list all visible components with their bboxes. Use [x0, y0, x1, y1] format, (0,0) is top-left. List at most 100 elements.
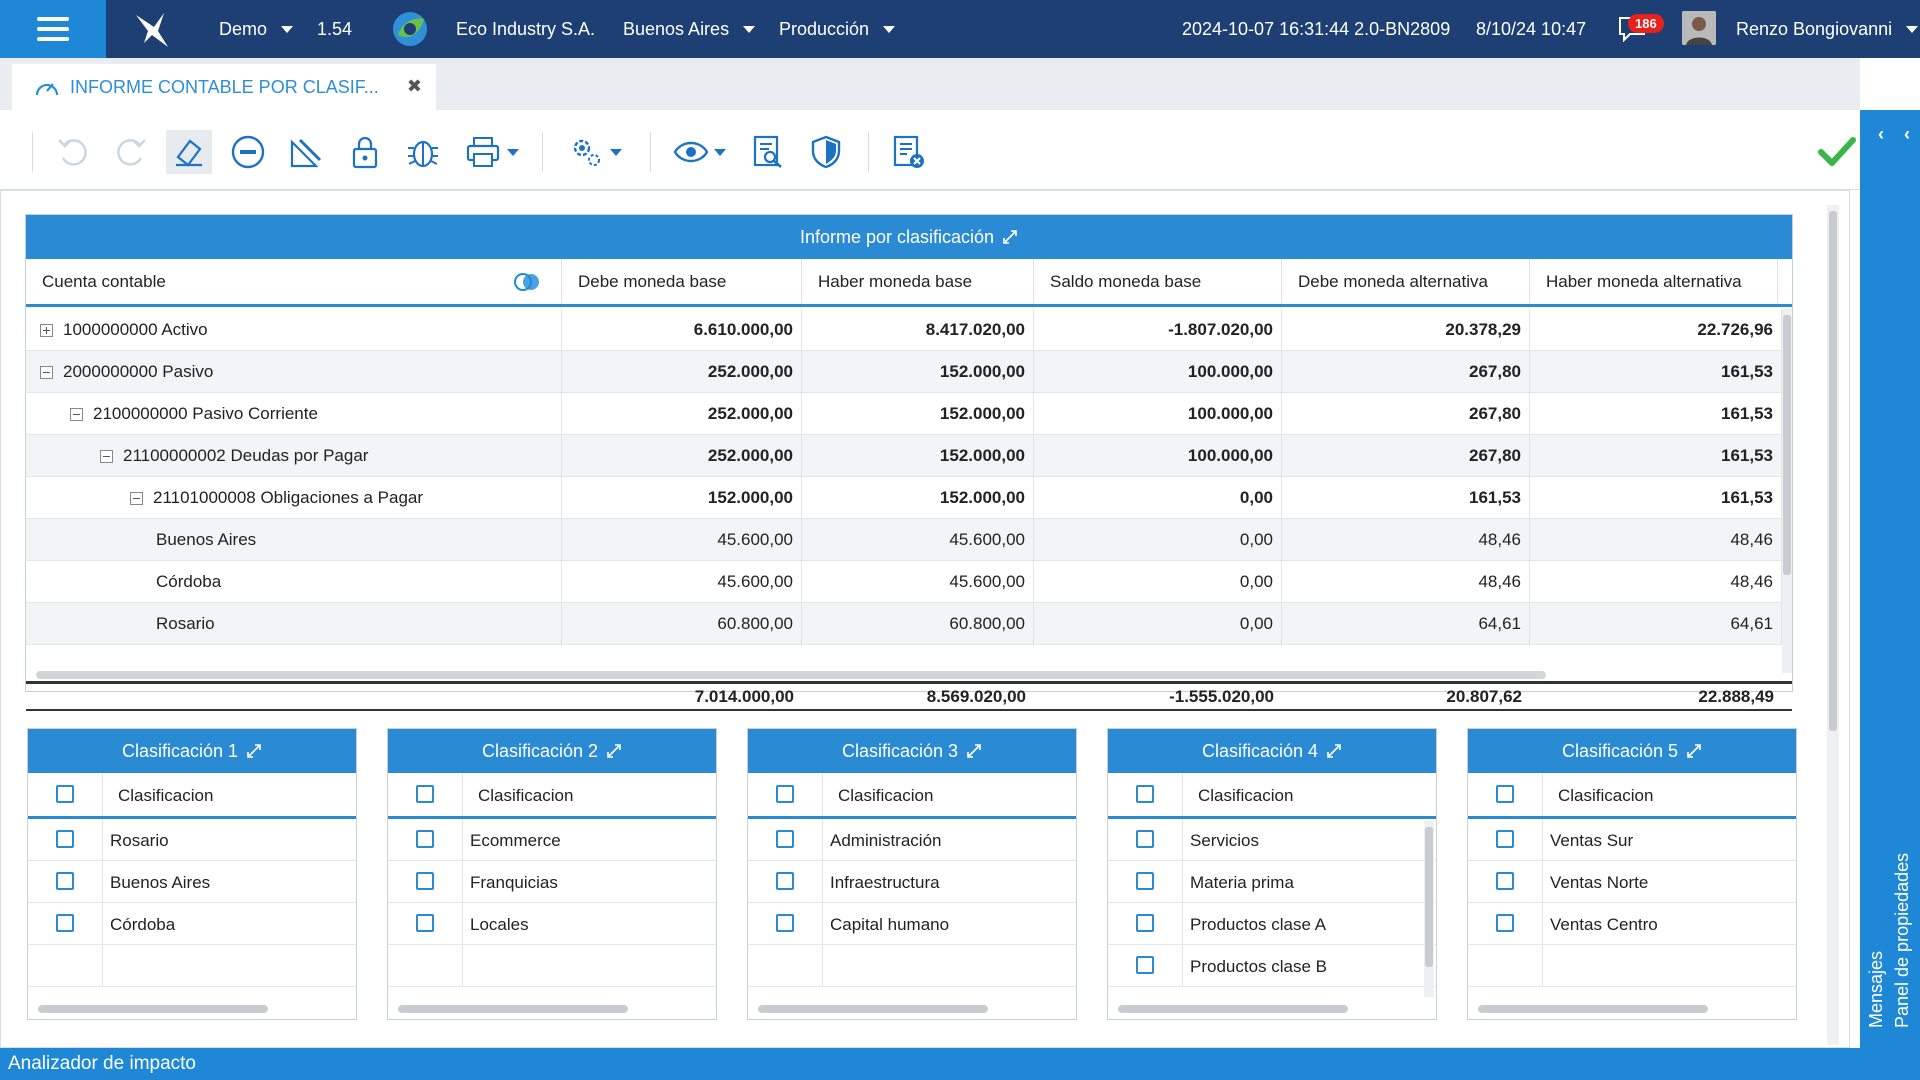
table-row[interactable]: Buenos Aires 45.600,00 45.600,00 0,00 48,46 4…	[26, 519, 1782, 561]
list-item[interactable]: Servicios	[1108, 819, 1436, 861]
collapse-row-icon[interactable]	[70, 407, 83, 421]
select-all-checkbox[interactable]	[416, 785, 434, 803]
hamburger-menu-button[interactable]	[0, 0, 106, 58]
list-item[interactable]: Ventas Sur	[1468, 819, 1796, 861]
security-button[interactable]	[803, 130, 849, 174]
notification-count-badge[interactable]: 186	[1628, 14, 1664, 33]
classification-horizontal-scrollbar[interactable]	[398, 1005, 628, 1013]
expand-icon[interactable]	[606, 743, 622, 759]
company-name[interactable]: Eco Industry S.A.	[456, 18, 596, 39]
table-row[interactable]: 21100000002 Deudas por Pagar 252.000,00 15…	[26, 435, 1782, 477]
list-item[interactable]: Franquicias	[388, 861, 716, 903]
item-checkbox[interactable]	[56, 872, 74, 890]
item-checkbox[interactable]	[416, 914, 434, 932]
item-checkbox[interactable]	[776, 914, 794, 932]
table-row[interactable]: 2000000000 Pasivo 252.000,00 152.000,00 100…	[26, 351, 1782, 393]
design-button[interactable]	[283, 130, 329, 174]
list-item[interactable]: Córdoba	[28, 903, 356, 945]
column-header-haber-alternativa[interactable]: Haber moneda alternativa	[1530, 259, 1778, 304]
collapse-row-icon[interactable]	[100, 449, 113, 463]
item-checkbox[interactable]	[416, 872, 434, 890]
collapse-row-icon[interactable]	[40, 365, 53, 379]
select-all-checkbox[interactable]	[1136, 785, 1154, 803]
list-item[interactable]: Capital humano	[748, 903, 1076, 945]
column-header-debe-alternativa[interactable]: Debe moneda alternativa	[1282, 259, 1530, 304]
messages-panel-toggle[interactable]: Mensajes	[1866, 950, 1886, 1028]
collapse-properties-icon[interactable]: ‹	[1904, 124, 1910, 144]
item-checkbox[interactable]	[1136, 830, 1154, 848]
column-header-haber-base[interactable]: Haber moneda base	[802, 259, 1034, 304]
select-all-checkbox[interactable]	[776, 785, 794, 803]
select-all-checkbox[interactable]	[1496, 785, 1514, 803]
list-item[interactable]: Buenos Aires	[28, 861, 356, 903]
list-item[interactable]: Ventas Centro	[1468, 903, 1796, 945]
environment-selector[interactable]: Demo	[219, 0, 294, 58]
lock-button[interactable]	[342, 130, 388, 174]
list-item[interactable]: Productos clase B	[1108, 945, 1436, 987]
item-checkbox[interactable]	[776, 830, 794, 848]
classification-horizontal-scrollbar[interactable]	[1478, 1005, 1708, 1013]
user-menu[interactable]: Renzo Bongiovanni	[1736, 0, 1919, 58]
collapse-row-icon[interactable]	[130, 491, 143, 505]
grid-vertical-scrollbar-thumb[interactable]	[1783, 315, 1791, 575]
table-row[interactable]: 2100000000 Pasivo Corriente 252.000,00 152…	[26, 393, 1782, 435]
classification-horizontal-scrollbar[interactable]	[38, 1005, 268, 1013]
item-checkbox[interactable]	[56, 914, 74, 932]
classification-column-header[interactable]: Clasificacion	[118, 786, 214, 805]
list-item[interactable]: Rosario	[28, 819, 356, 861]
list-item[interactable]: Productos clase A	[1108, 903, 1436, 945]
clear-list-button[interactable]	[886, 130, 932, 174]
eraser-button[interactable]	[166, 130, 212, 174]
confirm-button[interactable]	[1814, 130, 1860, 174]
column-header-saldo-base[interactable]: Saldo moneda base	[1034, 259, 1282, 304]
item-checkbox[interactable]	[776, 872, 794, 890]
list-item[interactable]: Locales	[388, 903, 716, 945]
item-checkbox[interactable]	[1496, 914, 1514, 932]
grid-vertical-scrollbar[interactable]	[1782, 309, 1792, 673]
location-selector[interactable]: Buenos Aires	[623, 0, 756, 58]
remove-button[interactable]	[225, 130, 271, 174]
expand-icon[interactable]	[246, 743, 262, 759]
item-checkbox[interactable]	[1136, 872, 1154, 890]
expand-icon[interactable]	[966, 743, 982, 759]
module-selector[interactable]: Producción	[779, 0, 896, 58]
list-item[interactable]: Infraestructura	[748, 861, 1076, 903]
search-document-button[interactable]	[745, 130, 791, 174]
classification-column-header[interactable]: Clasificacion	[478, 786, 574, 805]
properties-panel-toggle[interactable]: Panel de propiedades	[1892, 852, 1912, 1028]
table-row[interactable]: Rosario 60.800,00 60.800,00 0,00 64,61 64,61	[26, 603, 1782, 645]
app-logo[interactable]	[130, 0, 174, 58]
classification-vertical-scrollbar-thumb[interactable]	[1425, 827, 1433, 967]
table-row[interactable]: 21101000008 Obligaciones a Pagar 152.000,…	[26, 477, 1782, 519]
expand-icon[interactable]	[1002, 229, 1018, 245]
debug-button[interactable]	[400, 130, 446, 174]
grid-horizontal-scrollbar[interactable]	[36, 671, 1546, 679]
column-header-debe-base[interactable]: Debe moneda base	[562, 259, 802, 304]
redo-button[interactable]	[108, 130, 154, 174]
table-row[interactable]: Córdoba 45.600,00 45.600,00 0,00 48,46 48,46	[26, 561, 1782, 603]
classification-vertical-scrollbar[interactable]	[1424, 821, 1434, 997]
item-checkbox[interactable]	[1136, 956, 1154, 974]
view-button[interactable]	[668, 130, 730, 174]
classification-column-header[interactable]: Clasificacion	[1198, 786, 1294, 805]
table-row[interactable]: 1000000000 Activo 6.610.000,00 8.417.020,0…	[26, 309, 1782, 351]
item-checkbox[interactable]	[56, 830, 74, 848]
classification-horizontal-scrollbar[interactable]	[758, 1005, 988, 1013]
impact-analyzer-bar[interactable]: Analizador de impacto	[0, 1048, 1920, 1080]
item-checkbox[interactable]	[416, 830, 434, 848]
column-header-account[interactable]: Cuenta contable	[26, 259, 562, 304]
user-avatar[interactable]	[1682, 11, 1716, 45]
print-button[interactable]	[462, 130, 522, 174]
list-item[interactable]: Administración	[748, 819, 1076, 861]
list-item[interactable]: Materia prima	[1108, 861, 1436, 903]
expand-icon[interactable]	[1326, 743, 1342, 759]
item-checkbox[interactable]	[1496, 872, 1514, 890]
content-scrollbar[interactable]	[1827, 205, 1839, 1045]
item-checkbox[interactable]	[1496, 830, 1514, 848]
toggle-columns-icon[interactable]	[513, 272, 541, 292]
expand-icon[interactable]	[1686, 743, 1702, 759]
undo-button[interactable]	[50, 130, 96, 174]
tab-informe-contable[interactable]: INFORME CONTABLE POR CLASIF... ✖	[12, 64, 436, 110]
collapse-messages-icon[interactable]: ‹	[1878, 124, 1884, 144]
classification-column-header[interactable]: Clasificacion	[838, 786, 934, 805]
